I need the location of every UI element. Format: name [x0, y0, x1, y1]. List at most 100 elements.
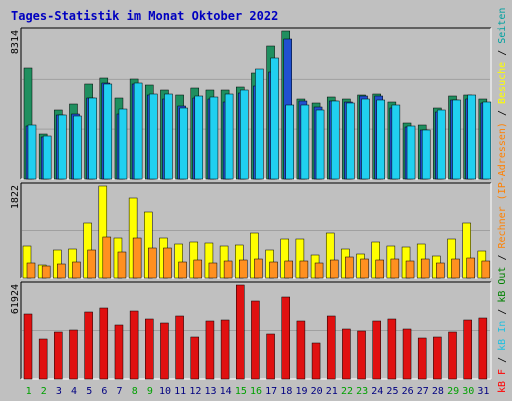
bar-rechner-ip-adressen--day-4 — [72, 261, 81, 279]
bar-seiten-day-26 — [406, 125, 416, 180]
bar-seiten-day-11 — [179, 107, 188, 180]
bar-rechner-ip-adressen--day-28 — [436, 262, 445, 279]
bar-rechner-ip-adressen--day-14 — [223, 260, 233, 279]
bar-kb-f-day-24 — [372, 320, 381, 380]
bar-seiten-day-16 — [255, 68, 264, 180]
x-tick-label: 18 — [280, 386, 292, 397]
bar-seiten-day-8 — [133, 82, 143, 180]
legend-separator: / — [497, 1, 508, 8]
bar-rechner-ip-adressen--day-27 — [420, 258, 430, 279]
panel-visits: 1822 — [10, 182, 492, 279]
bar-kb-f-day-19 — [296, 320, 306, 380]
legend-separator: / — [497, 44, 508, 62]
legend-separator: / — [497, 104, 508, 122]
bar-kb-f-day-3 — [54, 331, 63, 380]
legend-entry-rechner-ip-adressen-: Rechner (IP-Adressen) — [497, 122, 508, 248]
bar-kb-f-day-13 — [205, 320, 215, 380]
x-tick-label: 24 — [371, 386, 383, 397]
bar-seiten-day-1 — [27, 124, 37, 180]
x-tick-label: 14 — [220, 386, 232, 397]
bar-rechner-ip-adressen--day-23 — [360, 258, 369, 279]
bar-seiten-day-30 — [467, 94, 476, 180]
bar-seiten-day-28 — [437, 109, 446, 180]
bar-seiten-day-3 — [58, 114, 67, 180]
bar-seiten-day-7 — [118, 108, 128, 180]
bar-rechner-ip-adressen--day-30 — [466, 257, 475, 279]
bar-rechner-ip-adressen--day-3 — [57, 263, 66, 279]
x-tick-label: 9 — [147, 386, 153, 397]
x-tick-label: 30 — [462, 386, 474, 397]
bar-kb-f-day-16 — [251, 300, 260, 380]
chart-title: Tages-Statistik im Monat Oktober 2022 — [11, 9, 278, 23]
bar-rechner-ip-adressen--day-6 — [102, 236, 112, 279]
bar-seiten-day-6 — [103, 83, 113, 180]
bar-kb-f-day-7 — [114, 324, 124, 380]
bar-seiten-day-22 — [346, 102, 355, 180]
bar-kb-f-day-28 — [433, 336, 442, 380]
legend-text: kB F / kB In / kB Out / Rechner (IP-Adre… — [497, 1, 508, 393]
bar-rechner-ip-adressen--day-5 — [87, 249, 96, 279]
bar-rechner-ip-adressen--day-25 — [390, 258, 400, 279]
bar-rechner-ip-adressen--day-29 — [451, 258, 460, 279]
bar-rechner-ip-adressen--day-31 — [481, 260, 491, 279]
bar-kb-f-day-23 — [357, 330, 366, 380]
bar-rechner-ip-adressen--day-1 — [26, 262, 36, 279]
legend-separator: / — [497, 351, 508, 369]
bar-seiten-day-29 — [452, 99, 461, 180]
x-tick-label: 27 — [417, 386, 429, 397]
bar-kb-f-day-27 — [417, 337, 427, 380]
bar-kb-f-day-29 — [448, 331, 457, 380]
bar-rechner-ip-adressen--day-20 — [314, 262, 324, 279]
bar-kb-f-day-17 — [266, 333, 275, 380]
bar-kb-f-day-14 — [220, 319, 230, 380]
x-tick-label: 26 — [402, 386, 414, 397]
x-tick-label: 5 — [86, 386, 92, 397]
x-tick-label: 17 — [265, 386, 277, 397]
bar-rechner-ip-adressen--day-2 — [41, 265, 51, 279]
chart-panels: 8314 1822 61924 — [10, 27, 492, 380]
bar-kb-f-day-10 — [160, 322, 169, 380]
x-tick-label: 22 — [341, 386, 353, 397]
panel-hits: 8314 — [10, 27, 492, 180]
x-tick-label: 12 — [189, 386, 201, 397]
x-tick-label: 31 — [477, 386, 489, 397]
x-tick-label: 13 — [204, 386, 216, 397]
bar-kb-f-day-31 — [478, 317, 488, 380]
x-tick-label: 8 — [132, 386, 138, 397]
bar-kb-f-day-21 — [326, 315, 336, 380]
bar-seiten-day-19 — [300, 104, 310, 180]
legend-entry-kb-in: kB In — [497, 321, 508, 351]
bar-rechner-ip-adressen--day-10 — [163, 247, 172, 279]
legend-entry-kb-out: kB Out — [497, 267, 508, 303]
bar-rechner-ip-adressen--day-22 — [345, 256, 354, 279]
x-tick-label: 19 — [295, 386, 307, 397]
x-tick-label: 1 — [26, 386, 32, 397]
bar-kb-f-day-22 — [342, 328, 351, 380]
bar-seiten-day-20 — [315, 109, 325, 180]
bar-rechner-ip-adressen--day-18 — [284, 260, 293, 279]
bar-kb-f-day-30 — [463, 319, 472, 380]
bar-seiten-day-14 — [224, 93, 234, 180]
bar-seiten-day-10 — [164, 93, 173, 180]
x-tick-label: 25 — [386, 386, 398, 397]
x-axis-labels: 1 2 3 4 5 6 7 8 9 10 11 12 13 14 15 16 17 18 19 20 21 22 23 24 2… — [26, 386, 490, 397]
bar-rechner-ip-adressen--day-12 — [193, 259, 203, 279]
bar-seiten-day-24 — [376, 99, 385, 180]
bar-rechner-ip-adressen--day-17 — [269, 261, 278, 279]
bar-rechner-ip-adressen--day-16 — [254, 258, 263, 279]
bar-kb-f-day-4 — [69, 329, 78, 380]
y-max-label: 1822 — [10, 185, 21, 209]
bar-rechner-ip-adressen--day-21 — [329, 259, 339, 279]
bar-kb-f-day-26 — [402, 328, 412, 380]
bar-seiten-day-15 — [240, 89, 249, 180]
bar-seiten-day-12 — [194, 95, 204, 180]
legend-entry-seiten: Seiten — [497, 8, 508, 44]
bar-seiten-day-31 — [482, 101, 492, 180]
x-tick-label: 15 — [235, 386, 247, 397]
bar-rechner-ip-adressen--day-7 — [117, 251, 127, 279]
x-tick-label: 28 — [432, 386, 444, 397]
bar-rechner-ip-adressen--day-19 — [299, 260, 309, 279]
bar-rechner-ip-adressen--day-9 — [148, 247, 157, 279]
x-tick-label: 10 — [159, 386, 171, 397]
